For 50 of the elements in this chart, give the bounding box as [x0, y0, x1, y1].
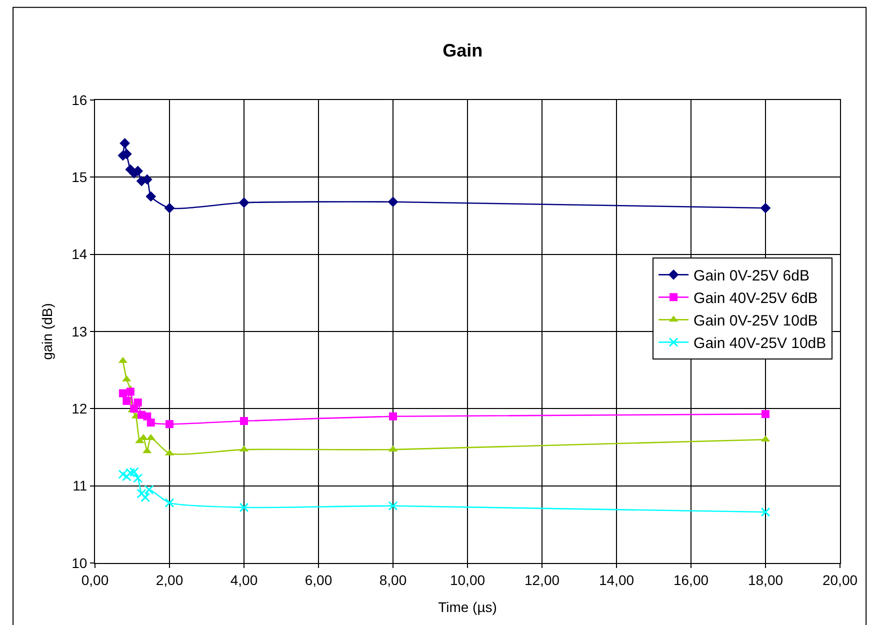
- point: [134, 398, 142, 406]
- point: [389, 412, 397, 420]
- point: [133, 473, 143, 483]
- legend-label: Gain 40V-25V 10dB: [694, 335, 826, 352]
- point: [120, 138, 130, 148]
- point: [239, 502, 249, 512]
- y-tick-label: 10: [72, 554, 88, 571]
- point: [118, 389, 127, 398]
- point: [240, 417, 248, 426]
- point: [238, 197, 250, 208]
- point: [140, 492, 150, 502]
- point: [760, 202, 771, 214]
- y-tick-label: 16: [72, 92, 88, 108]
- legend-label: Gain 40V-25V 6dB: [694, 290, 818, 308]
- point: [122, 472, 132, 482]
- x-tick-label: 10,00: [450, 572, 486, 588]
- point: [164, 202, 175, 214]
- y-tick-label: 15: [72, 169, 88, 186]
- x-tick-label: 14,00: [598, 572, 634, 588]
- x-tick-label: 16,00: [673, 572, 709, 588]
- x-tick-label: 18,00: [748, 572, 784, 588]
- point: [144, 484, 154, 494]
- y-tick-label: 11: [72, 478, 88, 494]
- y-tick-label: 12: [72, 400, 88, 417]
- x-tick-label: 12,00: [524, 572, 560, 588]
- x-tick-label: 20,00: [822, 572, 858, 588]
- point: [146, 418, 155, 427]
- point: [388, 501, 398, 511]
- point: [164, 498, 174, 508]
- point: [126, 388, 134, 396]
- x-tick-label: 2,00: [156, 572, 184, 588]
- point: [762, 410, 770, 418]
- point: [122, 396, 131, 405]
- x-axis-title: Time (µs): [438, 599, 497, 616]
- point: [166, 420, 174, 428]
- point: [129, 467, 139, 477]
- point: [146, 191, 156, 202]
- legend-label: Gain 0V-25V 10dB: [694, 312, 818, 330]
- chart-title: Gain: [442, 40, 483, 60]
- x-tick-label: 8,00: [379, 572, 407, 588]
- x-tick-label: 6,00: [304, 572, 332, 588]
- legend-label: Gain 0V-25V 6dB: [694, 268, 810, 285]
- point: [388, 196, 398, 208]
- y-tick-label: 13: [72, 323, 88, 340]
- x-tick-label: 4,00: [230, 572, 258, 588]
- x-tick-label: 0,00: [81, 572, 109, 588]
- y-axis-title: gain (dB): [39, 303, 56, 360]
- point: [760, 507, 770, 517]
- y-tick-label: 14: [72, 246, 88, 262]
- point: [136, 488, 146, 498]
